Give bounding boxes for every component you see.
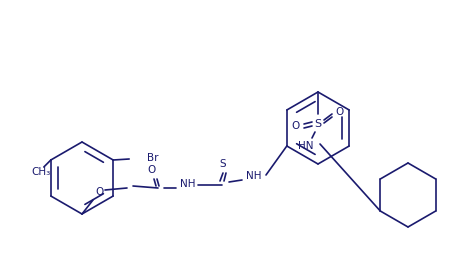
Text: Br: Br [147,153,159,163]
Text: O: O [96,187,104,197]
Text: O: O [148,165,156,175]
Text: S: S [314,119,322,129]
Text: O: O [336,107,344,117]
Text: O: O [292,121,300,131]
Text: NH: NH [246,171,262,181]
Text: CH₃: CH₃ [31,167,50,177]
Text: S: S [219,159,226,169]
Text: NH: NH [180,179,196,189]
Text: HN: HN [298,141,314,151]
